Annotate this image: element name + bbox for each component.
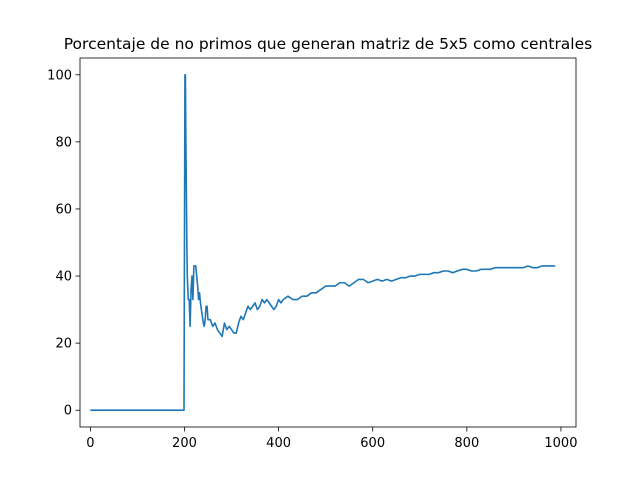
plot-area: [79, 57, 577, 428]
y-tick-label: 100: [47, 68, 72, 83]
y-axis: 0 20 40 60 80 100: [47, 68, 80, 419]
series-line-0: [90, 73, 556, 412]
y-tick-label: 20: [55, 337, 72, 352]
series-layer: [90, 73, 556, 412]
y-tick-label: 40: [55, 270, 72, 285]
axes-background: [80, 58, 576, 427]
chart-title: Porcentaje de no primos que generan matr…: [64, 35, 592, 53]
x-tick-label: 400: [266, 436, 291, 451]
x-tick-label: 200: [172, 436, 197, 451]
x-tick-label: 0: [86, 436, 94, 451]
y-tick-label: 0: [64, 404, 72, 419]
axes-frame: [79, 57, 577, 428]
y-tick-label: 80: [55, 135, 72, 150]
y-tick-label: 60: [55, 202, 72, 217]
x-tick-label: 600: [360, 436, 385, 451]
x-tick-label: 1000: [544, 436, 577, 451]
x-tick-label: 800: [454, 436, 479, 451]
x-axis: 0 200 400 600 800 1000: [86, 427, 577, 451]
